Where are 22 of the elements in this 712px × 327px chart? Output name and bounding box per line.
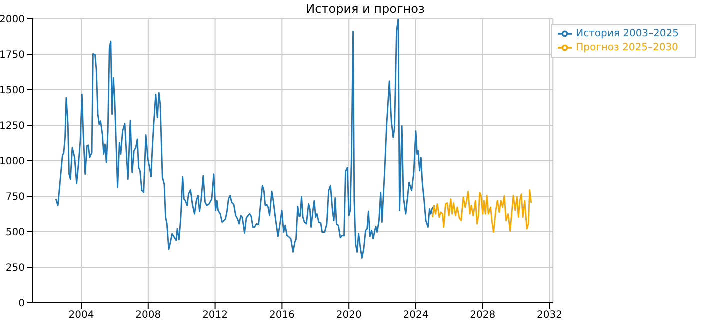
- x-tick-label: 2008: [136, 310, 162, 322]
- y-tick-label: 1000: [0, 156, 25, 168]
- y-tick-label: 1500: [0, 86, 25, 97]
- y-tick-label: 1250: [0, 121, 25, 132]
- y-tick-label: 500: [6, 228, 25, 239]
- line-series: [432, 189, 532, 233]
- legend-label: Прогноз 2025–2030: [576, 42, 678, 54]
- x-tick-label: 2024: [403, 310, 429, 322]
- x-tick-label: 2016: [269, 310, 295, 322]
- y-tick-label: 750: [6, 192, 25, 204]
- y-tick-label: 2000: [0, 14, 25, 26]
- line-series: [55, 19, 435, 259]
- x-tick-label: 2004: [68, 310, 94, 322]
- y-tick-label: 1750: [0, 50, 25, 62]
- y-tick-label: 250: [6, 263, 25, 274]
- legend-label: История 2003–2025: [576, 28, 679, 40]
- x-tick-label: 2028: [470, 310, 496, 322]
- chart-title: История и прогноз: [305, 2, 426, 16]
- y-tick-label: 0: [18, 298, 25, 310]
- x-tick-label: 2032: [537, 310, 563, 322]
- x-tick-label: 2012: [202, 310, 228, 322]
- x-tick-label: 2020: [336, 310, 362, 322]
